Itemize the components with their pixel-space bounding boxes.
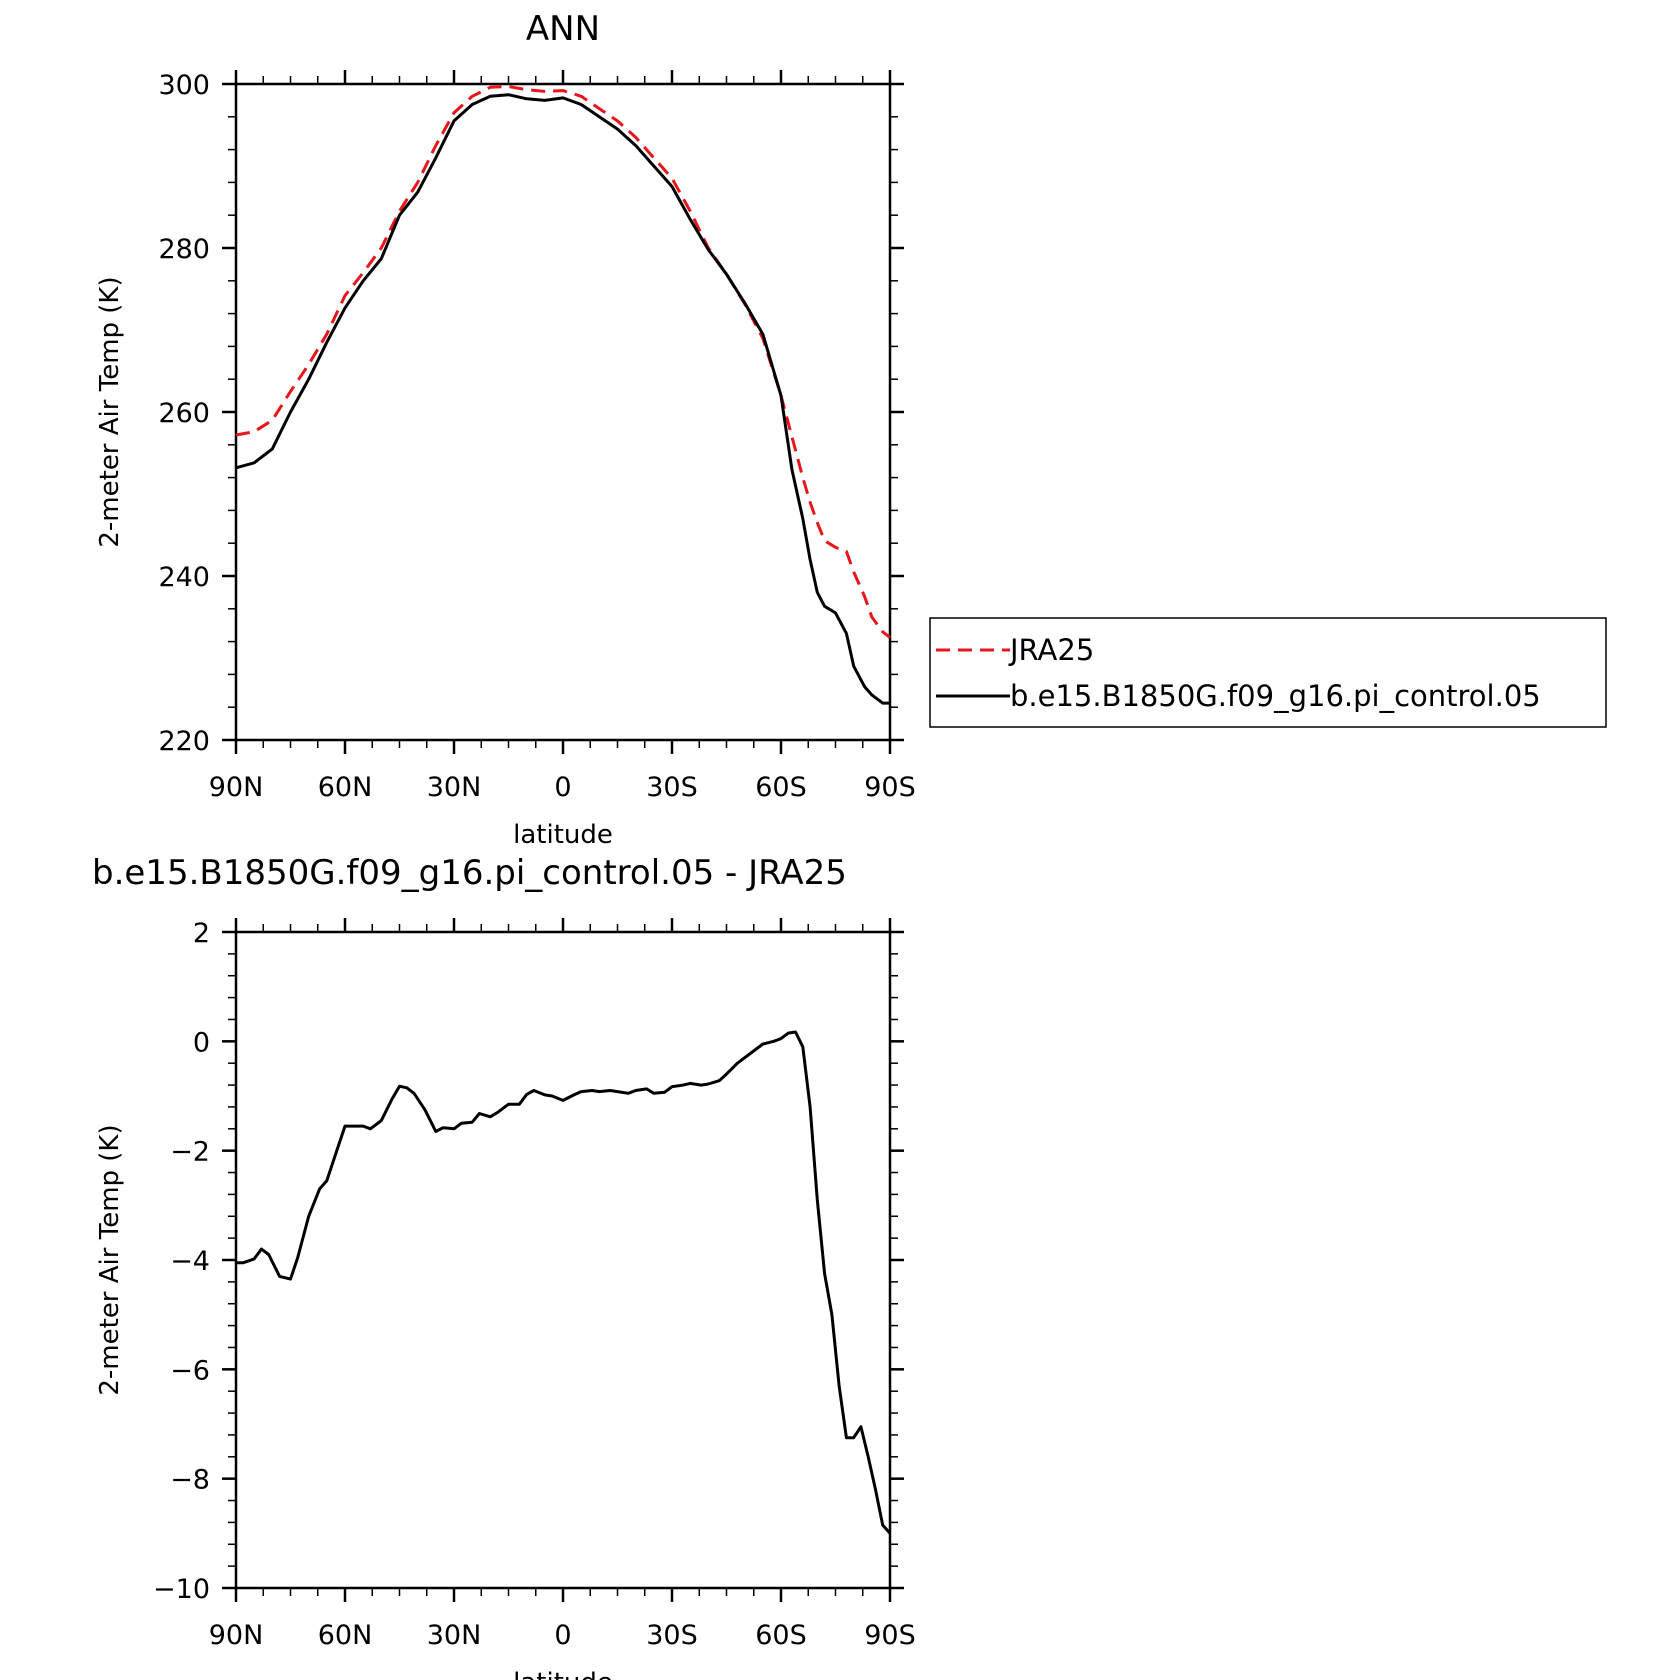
x-tick-label: 90S [864, 1620, 916, 1651]
bottom-chart-x-axis-label: latitude [513, 1668, 613, 1680]
y-tick-label: 2 [193, 918, 210, 949]
x-tick-label: 60S [755, 772, 807, 803]
top-chart-axes: 90N 60N 30N 0 30S 60S 90S 220 240 260 280 300 [158, 70, 916, 803]
y-tick-label: −2 [170, 1137, 210, 1168]
top-chart-series [235, 85, 891, 705]
y-tick-label: −10 [153, 1574, 210, 1605]
top-chart: ANN 90N 60N 30N 0 30S 60S 90S 220 240 260 280 300 l… [95, 9, 1607, 850]
top-chart-x-axis-label: latitude [513, 820, 613, 850]
x-tick-label: 90N [209, 772, 264, 803]
x-tick-label: 0 [554, 772, 571, 803]
x-tick-label: 90N [209, 1620, 264, 1651]
series-line-0 [236, 1030, 892, 1535]
bottom-chart-series [236, 1030, 892, 1535]
x-tick-label: 30S [646, 772, 698, 803]
plot-frame [234, 82, 892, 742]
x-tick-label: 0 [554, 1620, 571, 1651]
series-line-1 [235, 93, 890, 705]
x-tick-label: 30N [427, 772, 482, 803]
y-tick-label: 280 [158, 234, 210, 265]
y-tick-label: 240 [158, 562, 210, 593]
y-tick-label: 300 [158, 70, 210, 101]
x-tick-label: 30N [427, 1620, 482, 1651]
legend-entry-model: b.e15.B1850G.f09_g16.pi_control.05 [1010, 679, 1541, 713]
x-tick-label: 60N [318, 1620, 373, 1651]
x-tick-label: 30S [646, 1620, 698, 1651]
legend-entry-jra25: JRA25 [1008, 633, 1094, 667]
y-tick-label: −8 [170, 1465, 210, 1496]
top-chart-y-axis-label: 2-meter Air Temp (K) [95, 276, 125, 547]
top-chart-title: ANN [526, 9, 600, 49]
top-chart-legend: JRA25 b.e15.B1850G.f09_g16.pi_control.05 [929, 617, 1607, 728]
y-tick-label: 0 [193, 1027, 210, 1058]
bottom-chart-axes: 90N 60N 30N 0 30S 60S 90S −10 −8 −6 −4 −2 0 2 [153, 918, 916, 1651]
bottom-chart: b.e15.B1850G.f09_g16.pi_control.05 - JRA… [92, 853, 916, 1680]
y-tick-label: 260 [158, 398, 210, 429]
legend-frame [929, 617, 1607, 728]
x-tick-label: 90S [864, 772, 916, 803]
y-tick-label: 220 [158, 726, 210, 757]
x-tick-label: 60N [318, 772, 373, 803]
plot-frame [234, 930, 892, 1590]
y-tick-label: −4 [170, 1246, 210, 1277]
x-tick-label: 60S [755, 1620, 807, 1651]
bottom-chart-title: b.e15.B1850G.f09_g16.pi_control.05 - JRA… [92, 853, 847, 893]
y-tick-label: −6 [170, 1355, 210, 1386]
series-line-0 [235, 85, 891, 639]
bottom-chart-y-axis-label: 2-meter Air Temp (K) [95, 1124, 125, 1395]
